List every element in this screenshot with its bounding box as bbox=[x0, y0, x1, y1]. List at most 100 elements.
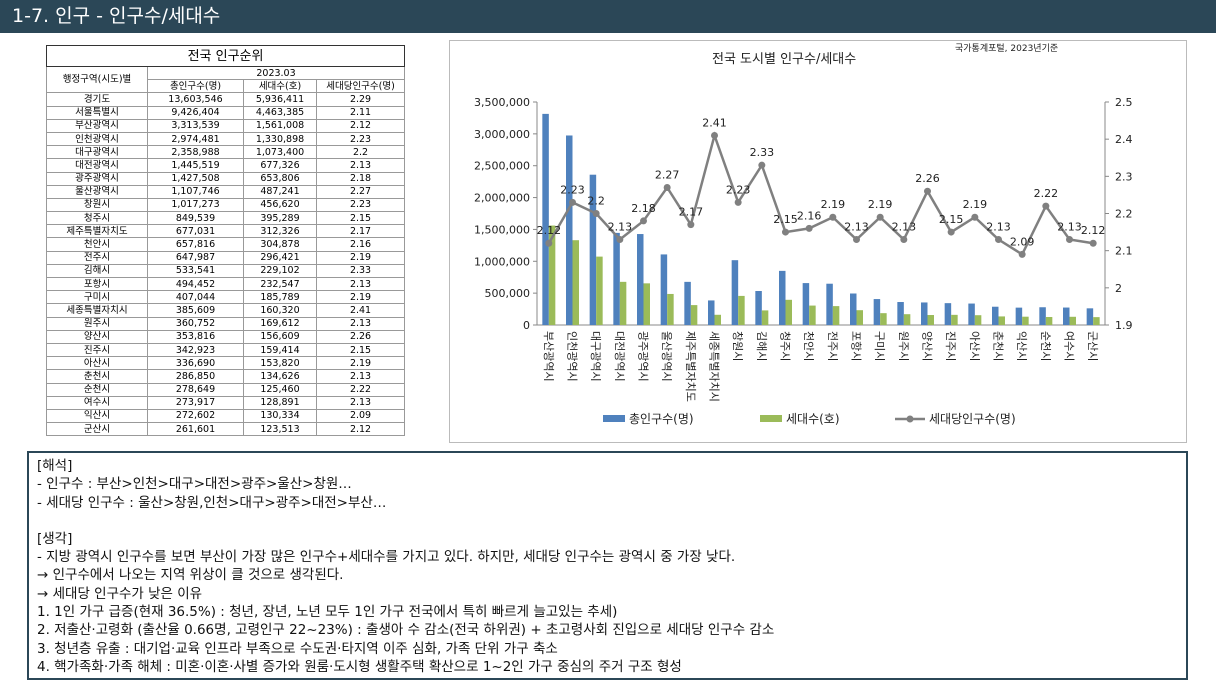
legend-label: 세대수(호) bbox=[786, 412, 840, 426]
bar bbox=[897, 302, 904, 325]
bar bbox=[944, 303, 952, 325]
data-label: 2.12 bbox=[1081, 224, 1106, 237]
table-cell: 2.13 bbox=[315, 369, 406, 384]
table-row: 창원시 1,017,273 456,620 2.23 bbox=[46, 197, 406, 213]
bar bbox=[903, 314, 911, 325]
y2-tick-label: 1.9 bbox=[1115, 319, 1133, 332]
table-cell: 2.26 bbox=[315, 329, 406, 344]
data-label: 2.23 bbox=[560, 183, 585, 196]
y2-tick-label: 2.2 bbox=[1115, 208, 1133, 221]
table-cell: 272,602 bbox=[147, 408, 244, 424]
bar bbox=[785, 299, 792, 325]
data-label: 2.13 bbox=[1057, 221, 1082, 234]
table-cell: 2.2 bbox=[315, 145, 406, 160]
table-row: 군산시 261,601 123,513 2.12 bbox=[46, 422, 406, 437]
x-tick-label: 광주광역시 bbox=[637, 331, 650, 382]
bar bbox=[1039, 307, 1046, 325]
x-tick-label: 천안시 bbox=[802, 331, 816, 361]
table-cell: 169,612 bbox=[243, 316, 317, 331]
table-title: 전국 인구순위 bbox=[45, 45, 406, 67]
table-row: 청주시 849,539 395,289 2.15 bbox=[46, 211, 406, 226]
table-cell: 1,107,746 bbox=[147, 184, 244, 199]
bar bbox=[992, 306, 999, 325]
legend-marker bbox=[906, 415, 914, 423]
region-cell: 부산광역시 bbox=[46, 118, 148, 133]
table-row: 천안시 657,816 304,878 2.16 bbox=[46, 237, 406, 252]
table-cell: 342,923 bbox=[147, 342, 244, 358]
region-cell: 전주시 bbox=[46, 250, 148, 265]
x-tick-label: 대구광역시 bbox=[589, 331, 602, 382]
region-cell: 천안시 bbox=[46, 237, 148, 252]
bar bbox=[826, 283, 833, 325]
table-row: 광주광역시 1,427,508 653,806 2.18 bbox=[46, 171, 406, 186]
x-tick-label: 청주시 bbox=[779, 331, 792, 361]
bar bbox=[968, 303, 975, 325]
table-row: 부산광역시 3,313,539 1,561,008 2.12 bbox=[46, 118, 406, 133]
table-cell: 657,816 bbox=[147, 237, 244, 252]
table-cell: 296,421 bbox=[243, 250, 317, 265]
x-tick-label: 원주시 bbox=[897, 331, 910, 361]
table-cell: 2.23 bbox=[315, 131, 406, 147]
y-tick-label: 2,500,000 bbox=[474, 160, 530, 173]
column-header: 세대당인구수(명) bbox=[315, 79, 406, 94]
table-cell: 13,603,546 bbox=[147, 92, 244, 107]
table-cell: 395,289 bbox=[243, 211, 317, 226]
line-marker bbox=[687, 221, 695, 229]
table-cell: 2.27 bbox=[315, 184, 406, 199]
table-row: 포항시 494,452 232,547 2.13 bbox=[46, 276, 406, 292]
table-cell: 2.13 bbox=[315, 316, 406, 331]
region-cell: 익산시 bbox=[46, 408, 148, 424]
note-line: - 지방 광역시 인구수를 보면 부산이 가장 많은 인구수+세대수를 가지고 … bbox=[37, 549, 736, 566]
table-row: 제주특별자치도 677,031 312,326 2.17 bbox=[46, 224, 406, 239]
table-row: 경기도 13,603,546 5,936,411 2.29 bbox=[46, 92, 406, 107]
table-cell: 278,649 bbox=[147, 382, 244, 397]
region-cell: 아산시 bbox=[46, 356, 148, 371]
table-cell: 1,561,008 bbox=[243, 118, 317, 133]
data-label: 2.09 bbox=[1010, 235, 1035, 248]
bar bbox=[802, 283, 810, 325]
table-cell: 160,320 bbox=[243, 303, 317, 318]
table-cell: 2,358,988 bbox=[147, 145, 244, 160]
bar bbox=[951, 314, 958, 325]
bar bbox=[1063, 307, 1070, 325]
line-marker bbox=[758, 161, 766, 169]
bar bbox=[738, 295, 745, 325]
table-cell: 385,609 bbox=[147, 303, 244, 318]
bar bbox=[613, 232, 620, 325]
y-tick-label: 3,500,000 bbox=[474, 96, 530, 109]
table-cell: 1,427,508 bbox=[147, 171, 244, 186]
bar bbox=[1069, 316, 1076, 325]
table-cell: 4,463,385 bbox=[243, 105, 317, 120]
region-header: 행정구역(시도)별 bbox=[46, 65, 148, 94]
data-label: 2.33 bbox=[750, 146, 775, 159]
table-cell: 2.22 bbox=[315, 382, 406, 397]
data-label: 2.17 bbox=[679, 206, 704, 219]
table-row: 전주시 647,987 296,421 2.19 bbox=[46, 250, 406, 265]
region-cell: 인천광역시 bbox=[46, 131, 148, 147]
table-cell: 3,313,539 bbox=[147, 118, 244, 133]
bar bbox=[1045, 317, 1053, 325]
table-row: 서울특별시 9,426,404 4,463,385 2.11 bbox=[46, 105, 406, 120]
region-cell: 창원시 bbox=[46, 197, 148, 213]
table-cell: 2.11 bbox=[315, 105, 406, 120]
data-label: 2.12 bbox=[537, 224, 562, 237]
table-cell: 232,547 bbox=[243, 276, 317, 292]
bar bbox=[667, 293, 674, 325]
table-cell: 407,044 bbox=[147, 290, 244, 305]
line-marker bbox=[640, 217, 647, 225]
data-label: 2.13 bbox=[986, 221, 1011, 234]
table-cell: 2.29 bbox=[315, 92, 406, 107]
region-cell: 원주시 bbox=[46, 316, 148, 331]
data-label: 2.15 bbox=[939, 213, 964, 226]
table-row: 인천광역시 2,974,481 1,330,898 2.23 bbox=[46, 131, 406, 147]
x-tick-label: 제주특별자치도 bbox=[684, 331, 697, 402]
x-tick-label: 대전광역시 bbox=[613, 331, 626, 382]
table-cell: 2.13 bbox=[315, 276, 406, 292]
bar bbox=[1022, 316, 1029, 325]
table-cell: 1,445,519 bbox=[147, 158, 244, 173]
table-cell: 2.17 bbox=[315, 224, 406, 239]
bar bbox=[548, 225, 556, 325]
region-cell: 김해시 bbox=[46, 263, 148, 279]
x-tick-label: 진주시 bbox=[944, 331, 957, 361]
bar bbox=[1015, 307, 1023, 325]
